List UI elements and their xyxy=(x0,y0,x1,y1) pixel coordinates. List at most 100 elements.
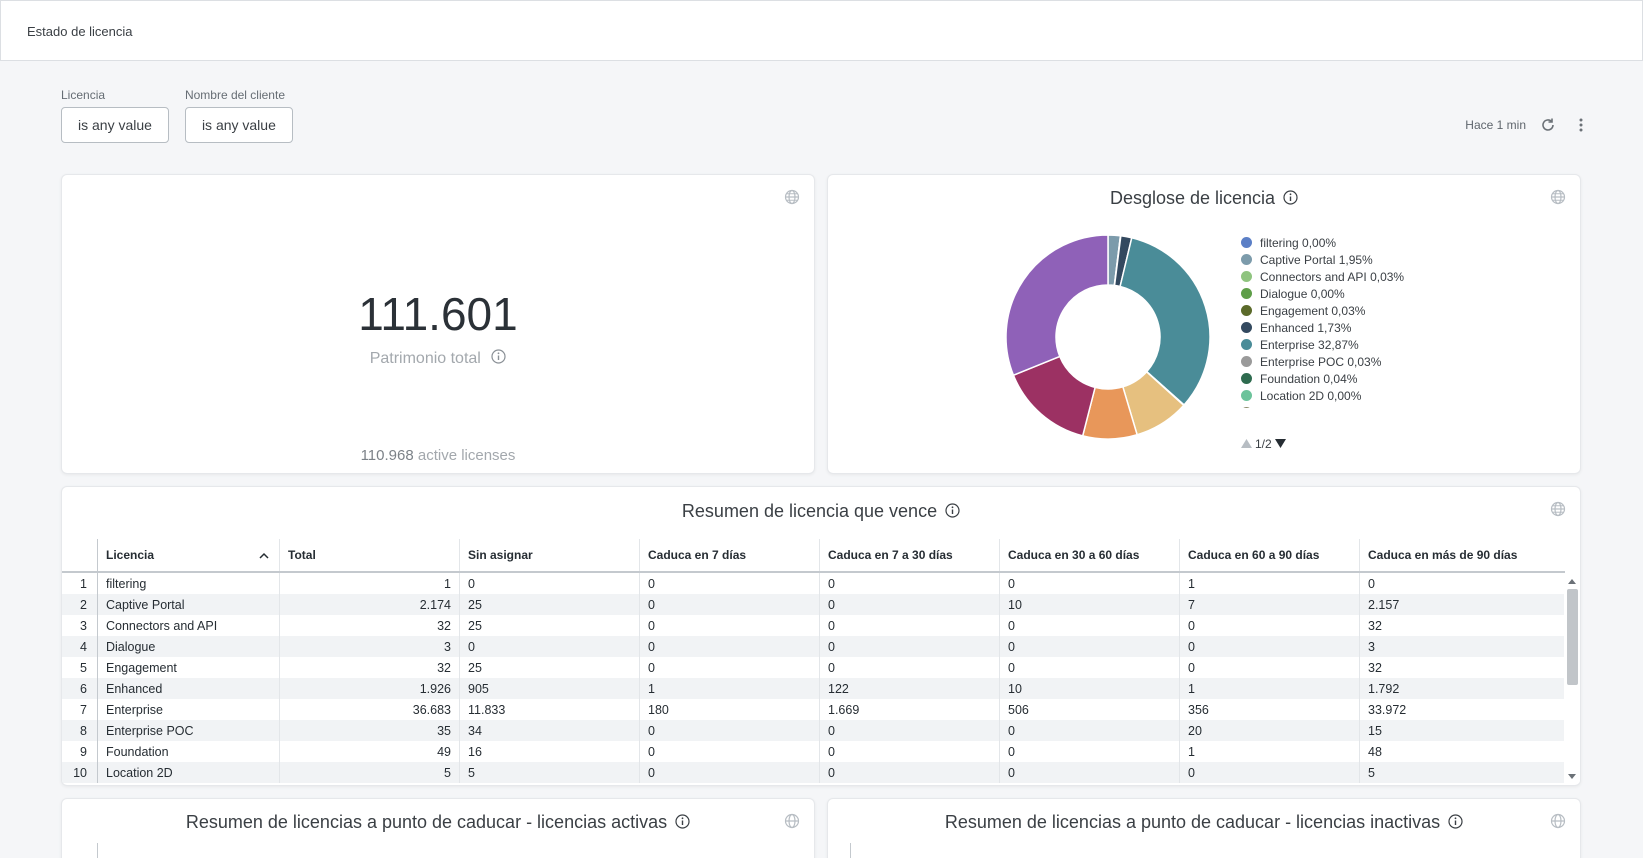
legend-pager: 1/2 xyxy=(1241,437,1286,451)
table-row[interactable]: 10 Location 2D 5 5 0 0 0 0 5 xyxy=(62,762,1565,783)
kpi-label: Patrimonio total xyxy=(369,350,481,368)
pager-next-icon[interactable] xyxy=(1274,437,1286,451)
legend-label: Enterprise POC 0,03% xyxy=(1260,354,1382,369)
legend-dot xyxy=(1241,288,1252,299)
legend-item[interactable]: Enterprise POC 0,03% xyxy=(1241,353,1441,370)
pager-prev-icon[interactable] xyxy=(1241,437,1252,451)
top-bar: Estado de licencia xyxy=(0,0,1643,61)
table-cell: 1.792 xyxy=(1368,681,1400,696)
info-icon[interactable] xyxy=(675,813,690,834)
column-header-mas-90-dias[interactable]: Caduca en más de 90 días xyxy=(1368,548,1518,562)
table-cell: 0 xyxy=(1368,576,1375,591)
legend-item[interactable]: Enterprise 32,87% xyxy=(1241,336,1441,353)
legend-label: Captive Portal 1,95% xyxy=(1260,252,1373,267)
scroll-thumb[interactable] xyxy=(1567,589,1578,685)
column-header-7-30-dias[interactable]: Caduca en 7 a 30 días xyxy=(820,539,1000,571)
table-cell: 1.669 xyxy=(820,699,1000,720)
globe-icon[interactable] xyxy=(784,189,800,210)
card-title: Resumen de licencias a punto de caducar … xyxy=(828,812,1580,834)
table-row[interactable]: 1 filtering 1 0 0 0 0 1 0 xyxy=(62,573,1565,594)
legend-label: Enhanced 1,73% xyxy=(1260,320,1352,335)
table-cell: 0 xyxy=(640,615,820,636)
legend-item[interactable]: Location 3D 0,01% xyxy=(1241,404,1441,408)
table-row[interactable]: 6 Enhanced 1.926 905 1 122 10 1 1.792 xyxy=(62,678,1565,699)
chart-legend: filtering 0,00% Captive Portal 1,95% Conne… xyxy=(1241,234,1441,408)
column-header-licencia[interactable]: Licencia xyxy=(98,539,280,571)
row-index: 3 xyxy=(62,615,98,636)
filter-licencia-button[interactable]: is any value xyxy=(61,107,169,143)
kpi-sub-label: active licenses xyxy=(417,447,516,464)
column-header-total[interactable]: Total xyxy=(280,539,460,571)
scroll-down-icon[interactable] xyxy=(1568,774,1576,779)
table-cell: 20 xyxy=(1180,720,1360,741)
axis-line xyxy=(850,843,851,858)
table-row[interactable]: 3 Connectors and API 32 25 0 0 0 0 32 xyxy=(62,615,1565,636)
index-header xyxy=(62,539,98,571)
info-icon[interactable] xyxy=(1283,189,1298,210)
table-row[interactable]: 4 Dialogue 3 0 0 0 0 0 3 xyxy=(62,636,1565,657)
legend-item[interactable]: Engagement 0,03% xyxy=(1241,302,1441,319)
legend-label: Dialogue 0,00% xyxy=(1260,286,1345,301)
legend-dot xyxy=(1241,271,1252,282)
table-cell: 1 xyxy=(1180,678,1360,699)
legend-dot xyxy=(1241,254,1252,265)
table-cell: Enterprise xyxy=(98,699,280,720)
table-cell: Connectors and API xyxy=(98,615,280,636)
legend-item[interactable]: Dialogue 0,00% xyxy=(1241,285,1441,302)
card-title-text: Resumen de licencias a punto de caducar … xyxy=(944,812,1441,832)
table-cell: 0 xyxy=(820,720,1000,741)
table-header: Licencia Total Sin asignar Caduca en 7 d… xyxy=(62,539,1565,573)
table-cell: 0 xyxy=(820,762,1000,783)
table-row[interactable]: 9 Foundation 49 16 0 0 0 1 48 xyxy=(62,741,1565,762)
legend-label: Enterprise 32,87% xyxy=(1260,337,1359,352)
scroll-up-icon[interactable] xyxy=(1568,579,1576,584)
table-row[interactable]: 2 Captive Portal 2.174 25 0 0 10 7 2.157 xyxy=(62,594,1565,615)
globe-icon[interactable] xyxy=(1550,189,1566,210)
table-cell: 10 xyxy=(1000,594,1180,615)
table-cell: 36.683 xyxy=(280,699,460,720)
legend-item[interactable]: Captive Portal 1,95% xyxy=(1241,251,1441,268)
table-scrollbar[interactable] xyxy=(1564,575,1580,783)
column-header-60-90-dias[interactable]: Caduca en 60 a 90 días xyxy=(1180,539,1360,571)
donut-slice[interactable] xyxy=(1119,236,1211,407)
table-cell: 48 xyxy=(1368,744,1382,759)
legend-dot xyxy=(1241,322,1252,333)
table-cell: Captive Portal xyxy=(98,594,280,615)
globe-icon[interactable] xyxy=(1550,501,1566,522)
table-cell: 49 xyxy=(280,741,460,762)
legend-item[interactable]: Connectors and API 0,03% xyxy=(1241,268,1441,285)
table-row[interactable]: 8 Enterprise POC 35 34 0 0 0 20 15 xyxy=(62,720,1565,741)
globe-icon[interactable] xyxy=(784,813,800,834)
info-icon[interactable] xyxy=(945,502,960,523)
legend-dot xyxy=(1241,356,1252,367)
kpi-subtext: 110.968 active licenses xyxy=(62,447,814,464)
table-row[interactable]: 5 Engagement 32 25 0 0 0 0 32 xyxy=(62,657,1565,678)
legend-item[interactable]: Enhanced 1,73% xyxy=(1241,319,1441,336)
table-cell: Enhanced xyxy=(98,678,280,699)
info-icon[interactable] xyxy=(491,349,506,369)
legend-item[interactable]: filtering 0,00% xyxy=(1241,234,1441,251)
more-vertical-icon[interactable] xyxy=(1578,117,1584,133)
filter-cliente-button[interactable]: is any value xyxy=(184,107,293,143)
card-title-text: Resumen de licencia que vence xyxy=(681,501,938,521)
globe-icon[interactable] xyxy=(1550,813,1566,834)
card-title: Resumen de licencia que vence xyxy=(62,501,1580,523)
table-cell: 1 xyxy=(280,573,460,594)
column-header-7-dias[interactable]: Caduca en 7 días xyxy=(640,539,820,571)
table-row[interactable]: 7 Enterprise 36.683 11.833 180 1.669 506 356 33.… xyxy=(62,699,1565,720)
sort-asc-icon[interactable] xyxy=(259,548,269,562)
table-cell: filtering xyxy=(98,573,280,594)
column-header-30-60-dias[interactable]: Caduca en 30 a 60 días xyxy=(1000,539,1180,571)
table-cell: 25 xyxy=(460,657,640,678)
refresh-icon[interactable] xyxy=(1540,117,1556,133)
column-header-sin-asignar[interactable]: Sin asignar xyxy=(460,539,640,571)
donut-slice[interactable] xyxy=(1005,234,1109,377)
info-icon[interactable] xyxy=(1448,813,1463,834)
table-cell: 10 xyxy=(1000,678,1180,699)
table-cell: 0 xyxy=(1000,762,1180,783)
table-body: 1 filtering 1 0 0 0 0 1 0 2 Captive Portal 2.174 25 0… xyxy=(62,573,1565,783)
legend-item[interactable]: Foundation 0,04% xyxy=(1241,370,1441,387)
legend-item[interactable]: Location 2D 0,00% xyxy=(1241,387,1441,404)
filter-licencia: Licencia is any value xyxy=(61,88,169,143)
license-table: Licencia Total Sin asignar Caduca en 7 d… xyxy=(62,539,1565,783)
